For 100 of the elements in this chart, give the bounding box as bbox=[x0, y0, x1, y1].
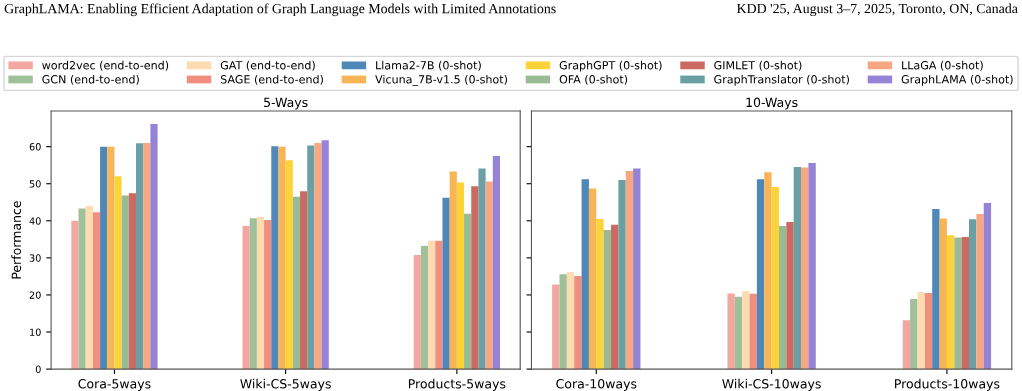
bar bbox=[300, 191, 308, 370]
bar bbox=[150, 124, 158, 370]
legend-label: SAGE (end-to-end) bbox=[220, 74, 323, 85]
bar bbox=[954, 237, 962, 370]
legend-label: Vicuna_7B-v1.5 (0-shot) bbox=[375, 74, 507, 86]
text: GraphLAMA: Enabling Efficient Adaptation of Graph Language Models with Limited Annotations bbox=[4, 3, 556, 17]
bar bbox=[485, 181, 493, 370]
bar bbox=[464, 213, 472, 370]
bar bbox=[449, 171, 457, 370]
bar bbox=[471, 186, 479, 370]
bar bbox=[566, 272, 575, 370]
x-tick-label: Wiki-CS-5ways bbox=[240, 378, 331, 391]
bar bbox=[756, 179, 765, 370]
bar bbox=[100, 146, 108, 370]
bar bbox=[786, 221, 794, 370]
bar bbox=[581, 179, 589, 370]
bar bbox=[143, 142, 151, 370]
bar bbox=[292, 196, 301, 370]
legend-label: word2vec (end-to-end) bbox=[42, 60, 169, 71]
bar bbox=[917, 291, 925, 370]
bar bbox=[749, 293, 757, 370]
y-tick-label: 30 bbox=[29, 254, 41, 262]
bar bbox=[314, 142, 322, 370]
y-tick-label: 0 bbox=[35, 365, 41, 373]
bar bbox=[92, 212, 101, 370]
legend-label: GCN (end-to-end) bbox=[42, 74, 139, 85]
bar bbox=[764, 172, 772, 370]
bar bbox=[559, 274, 567, 370]
y-tick-label: 50 bbox=[29, 180, 41, 188]
bar bbox=[588, 188, 597, 370]
bar bbox=[107, 146, 115, 370]
x-tick-label: Wiki-CS-10ways bbox=[722, 378, 821, 391]
bar bbox=[596, 218, 604, 370]
bar bbox=[932, 208, 940, 370]
bar bbox=[256, 217, 265, 370]
x-tick-label: Products-10ways bbox=[895, 378, 1000, 391]
bar bbox=[136, 143, 144, 370]
bar bbox=[625, 171, 634, 370]
bar bbox=[801, 167, 809, 370]
bar bbox=[71, 220, 79, 370]
bar bbox=[428, 240, 436, 370]
bar bbox=[742, 291, 750, 370]
legend-label: GIMLET (0-shot) bbox=[714, 60, 802, 71]
bar bbox=[771, 187, 779, 370]
bar bbox=[249, 218, 257, 370]
bar bbox=[633, 168, 641, 370]
bar bbox=[574, 276, 582, 370]
bar bbox=[242, 225, 250, 370]
bar bbox=[114, 176, 122, 370]
chart-title: 5-Ways bbox=[264, 97, 308, 110]
bar bbox=[976, 214, 984, 370]
bar bbox=[478, 168, 486, 370]
bar bbox=[983, 203, 992, 370]
bar bbox=[121, 195, 129, 370]
bar bbox=[285, 160, 293, 370]
bar bbox=[808, 162, 816, 370]
bar bbox=[128, 193, 137, 370]
bar bbox=[271, 146, 279, 370]
legend-label: GAT (end-to-end) bbox=[220, 60, 315, 71]
bar bbox=[278, 146, 286, 370]
bar bbox=[603, 230, 612, 370]
bar bbox=[78, 208, 86, 370]
chart-title: 10-Ways bbox=[746, 97, 798, 110]
x-tick-label: Cora-10ways bbox=[556, 379, 637, 391]
legend-label: OFA (0-shot) bbox=[559, 74, 628, 85]
bar bbox=[793, 167, 802, 370]
bar bbox=[778, 225, 787, 370]
bar bbox=[961, 237, 970, 370]
legend-label: GraphGPT (0-shot) bbox=[559, 60, 662, 72]
bar bbox=[924, 293, 933, 370]
bar bbox=[902, 320, 911, 370]
bar bbox=[552, 284, 560, 370]
y-tick-label: 20 bbox=[29, 291, 41, 299]
legend-label: Llama2-7B (0-shot) bbox=[376, 60, 481, 71]
bar bbox=[910, 299, 918, 370]
bar bbox=[618, 180, 626, 370]
bar bbox=[85, 205, 93, 370]
y-axis-title: Performance bbox=[11, 201, 22, 279]
bar bbox=[946, 235, 955, 370]
bar bbox=[264, 220, 272, 370]
y-tick-label: 40 bbox=[29, 217, 41, 225]
y-tick-label: 10 bbox=[30, 328, 41, 336]
legend-label: GraphLAMA (0-shot) bbox=[901, 74, 1013, 86]
bar bbox=[492, 155, 500, 370]
bar bbox=[442, 197, 450, 370]
x-tick-label: Cora-5ways bbox=[78, 379, 151, 391]
legend-label: GraphTranslator (0-shot) bbox=[714, 74, 849, 86]
bar bbox=[413, 254, 421, 370]
y-tick-label: 60 bbox=[29, 143, 41, 151]
x-tick-label: Products-5ways bbox=[408, 378, 506, 391]
text: KDD '25, August 3–7, 2025, Toronto, ON, Canada bbox=[736, 3, 1018, 17]
bar bbox=[456, 182, 465, 370]
bar bbox=[435, 240, 443, 370]
bar bbox=[734, 296, 743, 370]
bar bbox=[969, 219, 977, 370]
bar bbox=[939, 218, 947, 370]
bar bbox=[727, 293, 735, 370]
legend-label: LLaGA (0-shot) bbox=[902, 60, 983, 71]
bar bbox=[420, 246, 429, 370]
bar bbox=[611, 224, 619, 370]
